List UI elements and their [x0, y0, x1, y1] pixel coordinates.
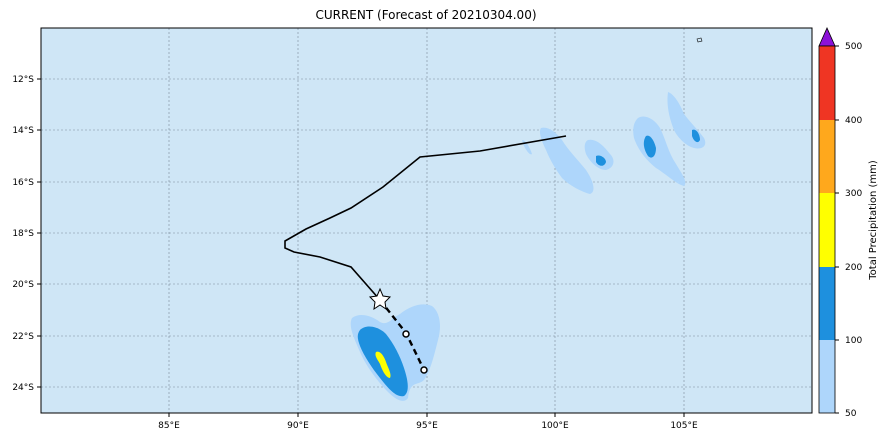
precip-region-light	[633, 116, 686, 186]
colorbar: 50 100 200 300 400 500 Total Precipitati…	[818, 27, 879, 419]
forecast-point-marker	[402, 330, 410, 338]
colorbar-tick-label: 400	[845, 116, 862, 126]
colorbar-tick-label: 300	[845, 189, 862, 199]
colorbar-tick-label: 50	[845, 409, 857, 419]
lon-tick-label: 90°E	[287, 421, 309, 431]
lat-tick-label: 20°S	[12, 280, 34, 290]
lon-tick-label: 95°E	[416, 421, 438, 431]
colorbar-segment	[819, 46, 835, 120]
colorbar-tick-label: 100	[845, 336, 862, 346]
colorbar-segment	[819, 120, 835, 193]
map-panel: 85°E 90°E 95°E 100°E 105°E 12°S 14°S 16°…	[12, 27, 813, 431]
lon-tick-label: 105°E	[670, 421, 698, 431]
precip-region-medium	[692, 129, 700, 143]
lat-tick-label: 22°S	[12, 332, 34, 342]
colorbar-title: Total Precipitation (mm)	[868, 160, 879, 281]
lat-tick-label: 18°S	[12, 229, 34, 239]
colorbar-extend-arrow	[818, 27, 836, 47]
map-gridlines	[41, 28, 812, 413]
precip-region-heavy	[375, 351, 391, 378]
lat-tick-label: 24°S	[12, 383, 34, 393]
lat-tick-label: 16°S	[12, 178, 34, 188]
colorbar-segment	[819, 340, 835, 413]
storm-track	[284, 135, 567, 374]
colorbar-frame	[818, 45, 836, 414]
figure-title: CURRENT (Forecast of 20210304.00)	[315, 8, 536, 22]
past-track-line	[284, 135, 567, 301]
lon-tick-label: 85°E	[158, 421, 180, 431]
precip-region-medium	[596, 155, 606, 166]
lon-tick-label: 100°E	[541, 421, 569, 431]
precipitation-contours	[350, 37, 706, 401]
lat-tick-label: 14°S	[12, 126, 34, 136]
island-outline	[696, 37, 703, 43]
colorbar-segment	[819, 193, 835, 267]
precip-region-light	[584, 139, 614, 170]
colorbar-tick-label: 200	[845, 263, 862, 273]
forecast-point-marker	[420, 366, 428, 374]
current-position-star-icon	[368, 287, 392, 311]
lat-tick-label: 12°S	[12, 75, 34, 85]
colorbar-segment	[819, 267, 835, 340]
precip-region-light	[539, 127, 594, 194]
lat-axis: 12°S 14°S 16°S 18°S 20°S 22°S 24°S	[12, 75, 41, 393]
lon-axis: 85°E 90°E 95°E 100°E 105°E	[158, 413, 698, 431]
precip-region-medium	[643, 135, 656, 158]
colorbar-tick-label: 500	[845, 42, 862, 52]
